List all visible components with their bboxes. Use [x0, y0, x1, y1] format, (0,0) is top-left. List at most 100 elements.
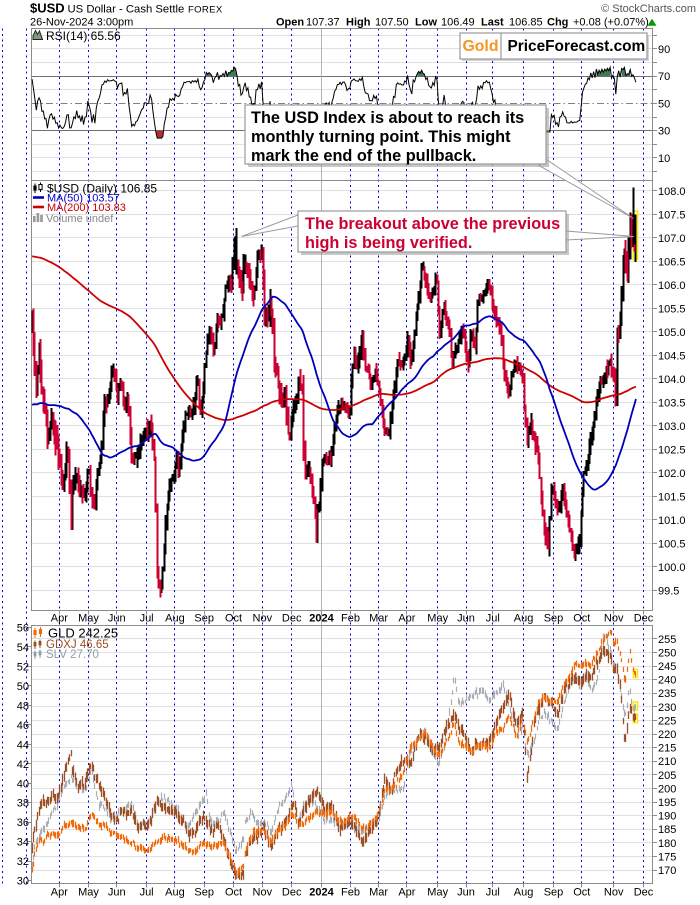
- svg-text:215: 215: [658, 743, 676, 755]
- svg-text:102.0: 102.0: [658, 468, 686, 480]
- svg-text:2024: 2024: [309, 613, 334, 625]
- svg-text:26-Nov-2024 3:00pm: 26-Nov-2024 3:00pm: [30, 17, 133, 29]
- svg-text:107.5: 107.5: [658, 209, 686, 221]
- svg-text:Aug: Aug: [514, 887, 534, 899]
- svg-text:100.0: 100.0: [658, 562, 686, 574]
- svg-text:40: 40: [17, 778, 29, 790]
- svg-text:US Dollar - Cash Settle: US Dollar - Cash Settle: [68, 4, 185, 16]
- svg-text:mark the end of the pullback.: mark the end of the pullback.: [251, 147, 476, 165]
- svg-text:Jul: Jul: [140, 887, 154, 899]
- svg-text:245: 245: [658, 661, 676, 673]
- svg-text:Apr: Apr: [51, 613, 68, 625]
- svg-text:Gold: Gold: [463, 38, 499, 55]
- svg-text:70: 70: [658, 71, 670, 83]
- svg-text:106.49: 106.49: [441, 17, 475, 29]
- svg-text:Aug: Aug: [514, 613, 534, 625]
- svg-text:Oct: Oct: [573, 887, 590, 899]
- svg-text:Oct: Oct: [225, 887, 242, 899]
- svg-text:195: 195: [658, 797, 676, 809]
- svg-text:99.5: 99.5: [658, 585, 679, 597]
- svg-text:106.85: 106.85: [509, 17, 543, 29]
- svg-text:Mar: Mar: [369, 887, 388, 899]
- svg-text:Oct: Oct: [573, 613, 590, 625]
- svg-text:Aug: Aug: [165, 613, 185, 625]
- svg-text:May: May: [427, 613, 448, 625]
- svg-text:106.0: 106.0: [658, 280, 686, 292]
- svg-text:Apr: Apr: [51, 887, 68, 899]
- svg-text:Jul: Jul: [140, 613, 154, 625]
- svg-text:High: High: [346, 17, 371, 29]
- svg-text:102.5: 102.5: [658, 444, 686, 456]
- svg-text:Chg: Chg: [547, 17, 568, 29]
- svg-text:175: 175: [658, 851, 676, 863]
- svg-text:48: 48: [17, 700, 29, 712]
- svg-text:108.0: 108.0: [658, 186, 686, 198]
- svg-text:250: 250: [658, 647, 676, 659]
- svg-text:The USD Index is about to reac: The USD Index is about to reach its: [251, 109, 524, 127]
- svg-text:Dec: Dec: [634, 887, 654, 899]
- svg-text:30: 30: [658, 126, 670, 138]
- svg-text:Jun: Jun: [108, 887, 126, 899]
- svg-text:52: 52: [17, 661, 29, 673]
- svg-text:220: 220: [658, 729, 676, 741]
- svg-text:210: 210: [658, 756, 676, 768]
- svg-text:225: 225: [658, 715, 676, 727]
- svg-text:May: May: [78, 613, 99, 625]
- svg-text:106.5: 106.5: [658, 256, 686, 268]
- svg-text:Oct: Oct: [225, 613, 242, 625]
- svg-text:104.0: 104.0: [658, 374, 686, 386]
- svg-text:44: 44: [17, 739, 29, 751]
- svg-text:30: 30: [17, 876, 29, 888]
- svg-text:GLD 242.25: GLD 242.25: [48, 626, 118, 641]
- svg-text:$USD: $USD: [30, 1, 65, 16]
- svg-text:36: 36: [17, 817, 29, 829]
- svg-text:© StockCharts.com: © StockCharts.com: [601, 3, 696, 15]
- svg-text:240: 240: [658, 675, 676, 687]
- svg-text:50: 50: [658, 98, 670, 110]
- svg-text:107.0: 107.0: [658, 233, 686, 245]
- svg-text:180: 180: [658, 838, 676, 850]
- svg-text:Volume undef: Volume undef: [46, 213, 114, 225]
- svg-text:Open: Open: [276, 17, 304, 29]
- svg-text:RSI(14) 65.56: RSI(14) 65.56: [46, 29, 121, 43]
- svg-text:100.5: 100.5: [658, 538, 686, 550]
- svg-text:high is being verified.: high is being verified.: [305, 234, 472, 252]
- svg-text:200: 200: [658, 783, 676, 795]
- svg-text:Dec: Dec: [282, 887, 302, 899]
- svg-text:GDXJ 46.65: GDXJ 46.65: [46, 639, 109, 651]
- svg-text:MA(50) 103.57: MA(50) 103.57: [47, 193, 120, 205]
- svg-text:Nov: Nov: [604, 887, 624, 899]
- svg-text:$USD (Daily) 106.85: $USD (Daily) 106.85: [47, 182, 157, 196]
- svg-text:Jul: Jul: [486, 887, 500, 899]
- svg-text:205: 205: [658, 770, 676, 782]
- svg-text:50: 50: [17, 681, 29, 693]
- svg-text:105.0: 105.0: [658, 327, 686, 339]
- svg-text:255: 255: [658, 634, 676, 646]
- svg-text:107.50: 107.50: [375, 17, 409, 29]
- svg-text:32: 32: [17, 856, 29, 868]
- svg-text:May: May: [78, 887, 99, 899]
- svg-text:235: 235: [658, 688, 676, 700]
- svg-text:Apr: Apr: [398, 613, 415, 625]
- svg-text:Feb: Feb: [341, 613, 360, 625]
- svg-text:FOREX: FOREX: [188, 5, 223, 16]
- svg-text:190: 190: [658, 811, 676, 823]
- svg-text:Apr: Apr: [398, 887, 415, 899]
- svg-text:107.37: 107.37: [306, 17, 340, 29]
- svg-text:101.5: 101.5: [658, 491, 686, 503]
- svg-text:38: 38: [17, 798, 29, 810]
- svg-text:185: 185: [658, 824, 676, 836]
- svg-text:170: 170: [658, 865, 676, 877]
- svg-text:Last: Last: [481, 17, 504, 29]
- svg-text:monthly turning point. This mi: monthly turning point. This might: [251, 128, 511, 146]
- svg-text:103.0: 103.0: [658, 421, 686, 433]
- svg-text:46: 46: [17, 720, 29, 732]
- svg-text:Nov: Nov: [253, 613, 273, 625]
- svg-text:90: 90: [658, 44, 670, 56]
- svg-text:Aug: Aug: [165, 887, 185, 899]
- svg-text:104.5: 104.5: [658, 350, 686, 362]
- svg-text:56: 56: [17, 623, 29, 635]
- svg-text:Mar: Mar: [369, 613, 388, 625]
- svg-text:103.5: 103.5: [658, 397, 686, 409]
- svg-text:MA(200) 103.83: MA(200) 103.83: [47, 202, 126, 214]
